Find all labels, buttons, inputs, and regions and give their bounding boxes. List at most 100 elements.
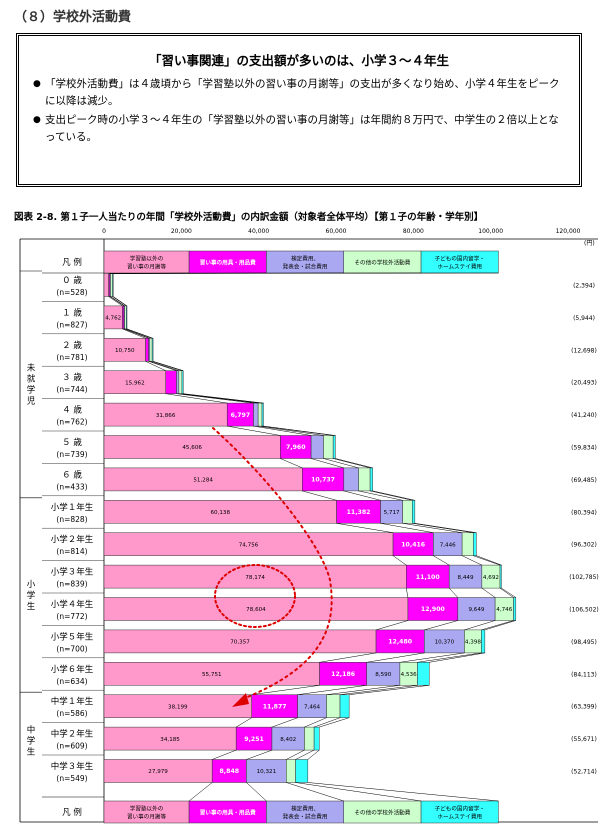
- legend-entry-label-top: 習い事の用具・用品費: [200, 259, 256, 267]
- bar-segment: [461, 532, 474, 556]
- connector-line: [336, 523, 394, 533]
- bar-segment: [178, 370, 183, 394]
- row-n-label: (n=781): [56, 353, 87, 362]
- row-total-label: (41,240): [571, 412, 597, 419]
- bar-value-label: 8,590: [375, 672, 391, 678]
- group-label: 生: [27, 601, 36, 612]
- connector-line: [333, 458, 371, 469]
- row-label: ６ 歳: [62, 469, 82, 480]
- connector-line: [424, 620, 458, 631]
- row-label: ２ 歳: [62, 340, 82, 351]
- legend-entry-label-top: ホームステイ費用: [437, 263, 482, 271]
- bar-value-label: 9,251: [244, 736, 264, 743]
- connector-line: [412, 523, 474, 533]
- bar-value-label: 11,382: [347, 509, 371, 516]
- legend-entry-label-bottom: 習い事の用具・用品費: [200, 809, 256, 817]
- row-n-label: (n=739): [56, 450, 87, 459]
- bar-value-label: 78,174: [245, 575, 265, 581]
- group-label: 生: [27, 747, 36, 758]
- connector-line: [476, 555, 502, 566]
- connector-line: [212, 749, 237, 760]
- bar-value-label: 4,536: [401, 672, 417, 678]
- bar-segment: [417, 662, 430, 686]
- bar-segment: [257, 402, 263, 427]
- connector-line: [295, 749, 315, 760]
- row-total-label: (98,495): [571, 639, 597, 646]
- bar-segment: [149, 338, 153, 362]
- connector-line: [183, 393, 264, 404]
- bar-value-label: 27,979: [148, 769, 168, 775]
- x-tick-label: 40,000: [248, 228, 269, 235]
- connector-line: [366, 652, 425, 663]
- connector-line: [380, 523, 434, 533]
- bar-value-label: 7,960: [286, 444, 306, 451]
- legend-entry-label-bottom: 発表会・試合費用: [283, 813, 328, 821]
- bar-value-label: 45,606: [182, 445, 202, 451]
- figure-title: 図表 2-8. 第１子一人当たりの年間「学校外活動費」の内訳金額（対象者全体平均…: [14, 212, 484, 223]
- legend-label-top: 凡 例: [62, 257, 82, 268]
- connector-line: [501, 587, 516, 598]
- connector-line: [323, 458, 359, 469]
- bar-value-label: 10,750: [115, 348, 135, 354]
- connector-line: [126, 328, 153, 339]
- connector-line: [307, 749, 320, 760]
- bar-value-label: 4,746: [496, 607, 512, 613]
- group-label: 学: [27, 590, 36, 601]
- connector-line: [126, 328, 154, 339]
- connector-line: [375, 620, 409, 631]
- connector-line: [302, 490, 337, 501]
- connector-line: [429, 652, 485, 663]
- connector-line: [339, 685, 418, 695]
- connector-line: [152, 361, 183, 371]
- row-label: 小学６年生: [51, 664, 94, 675]
- bar-segment: [310, 435, 324, 459]
- legend-entry-label-bottom: 子どもの国内留学・: [435, 805, 485, 813]
- bar-segment: [261, 402, 264, 427]
- bar-segment: [110, 273, 113, 297]
- row-n-label: (n=549): [56, 774, 87, 783]
- bar-segment: [286, 759, 296, 783]
- connector-line: [110, 296, 125, 307]
- legend-entry-label-bottom: 習い事の月謝等: [127, 813, 167, 821]
- connector-line: [271, 717, 298, 728]
- row-label: 小学５年生: [51, 631, 94, 642]
- bar-value-label: 7,464: [304, 704, 320, 710]
- bar-value-label: 10,737: [311, 477, 335, 484]
- row-n-label: (n=528): [56, 288, 87, 297]
- bar-value-label: 10,416: [401, 541, 425, 548]
- connector-line: [122, 328, 146, 339]
- legend-entry-label-bottom: ホームステイ費用: [437, 813, 482, 821]
- group-label: 児: [27, 397, 36, 407]
- connector-line: [473, 555, 501, 566]
- connector-line: [314, 717, 341, 728]
- bar-segment: [343, 467, 359, 492]
- connector-line: [406, 588, 409, 598]
- bar-segment: [323, 435, 334, 459]
- row-total-label: (69,485): [571, 477, 597, 484]
- legend-swatch-bottom: [420, 800, 499, 824]
- connector-line: [112, 296, 127, 307]
- row-total-label: (102,785): [569, 574, 599, 581]
- bar-value-label: 4,398: [465, 640, 481, 646]
- row-total-label: (84,113): [571, 671, 597, 678]
- x-tick-label: 80,000: [403, 228, 424, 235]
- bar-segment: [499, 564, 502, 589]
- connector-line: [399, 652, 465, 663]
- bar-segment: [112, 273, 114, 297]
- connector-line: [326, 685, 400, 695]
- bar-value-label: 10,370: [435, 640, 455, 646]
- connector-line: [258, 425, 324, 436]
- connector-line: [148, 361, 177, 371]
- connector-line: [145, 361, 166, 371]
- group-label: 学: [27, 736, 36, 747]
- bar-segment: [402, 500, 413, 524]
- bar-value-label: 78,604: [246, 607, 266, 613]
- row-n-label: (n=634): [56, 677, 87, 686]
- connector-line: [251, 685, 320, 695]
- group-label: 未: [27, 363, 36, 374]
- bar-value-label: 12,900: [421, 606, 446, 613]
- bar-segment: [339, 694, 350, 718]
- connector-line: [280, 458, 303, 469]
- unit-label: (円): [584, 240, 595, 247]
- x-tick-label: 100,000: [478, 228, 503, 235]
